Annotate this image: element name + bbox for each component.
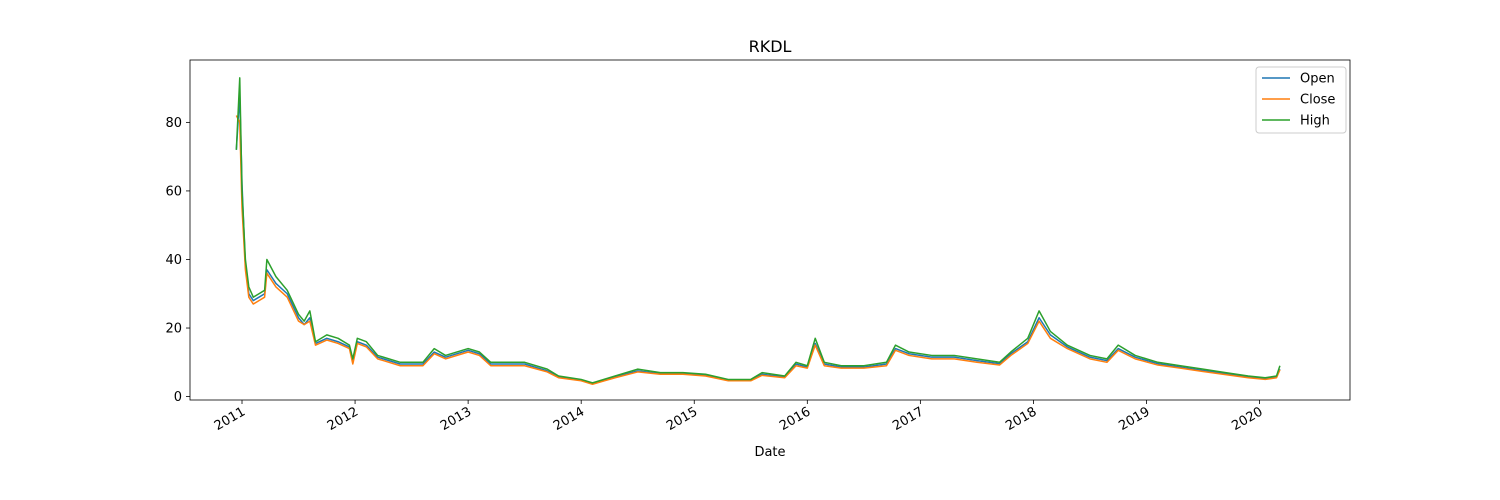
x-tick-label: 2019: [1116, 404, 1152, 434]
legend-box: [1255, 66, 1347, 134]
legend-label: High: [1300, 114, 1330, 129]
x-tick-label: 2018: [1003, 404, 1039, 434]
x-axis-label: Date: [754, 445, 785, 460]
chart-title: RKDL: [749, 37, 792, 56]
x-tick-label: 2014: [551, 404, 587, 434]
line-series: [235, 94, 1281, 385]
y-tick-label: 60: [165, 184, 182, 199]
x-tick-label: 2017: [890, 404, 926, 434]
x-tick-label: 2011: [212, 404, 248, 434]
y-tick-label: 40: [165, 253, 182, 268]
x-tick-label: 2012: [325, 404, 361, 434]
y-tick-label: 0: [174, 390, 182, 405]
plot-frame: [189, 59, 1351, 401]
legend-label: Close: [1300, 93, 1335, 108]
line-series: [235, 77, 1281, 384]
x-tick-label: 2013: [438, 404, 474, 434]
x-tick-label: 2020: [1229, 404, 1265, 434]
line-series: [235, 115, 1281, 385]
x-tick-label: 2015: [664, 404, 700, 434]
x-tick-label: 2016: [777, 404, 813, 434]
legend-label: Open: [1300, 72, 1335, 87]
y-tick-label: 20: [165, 322, 182, 337]
y-tick-label: 80: [165, 116, 182, 131]
